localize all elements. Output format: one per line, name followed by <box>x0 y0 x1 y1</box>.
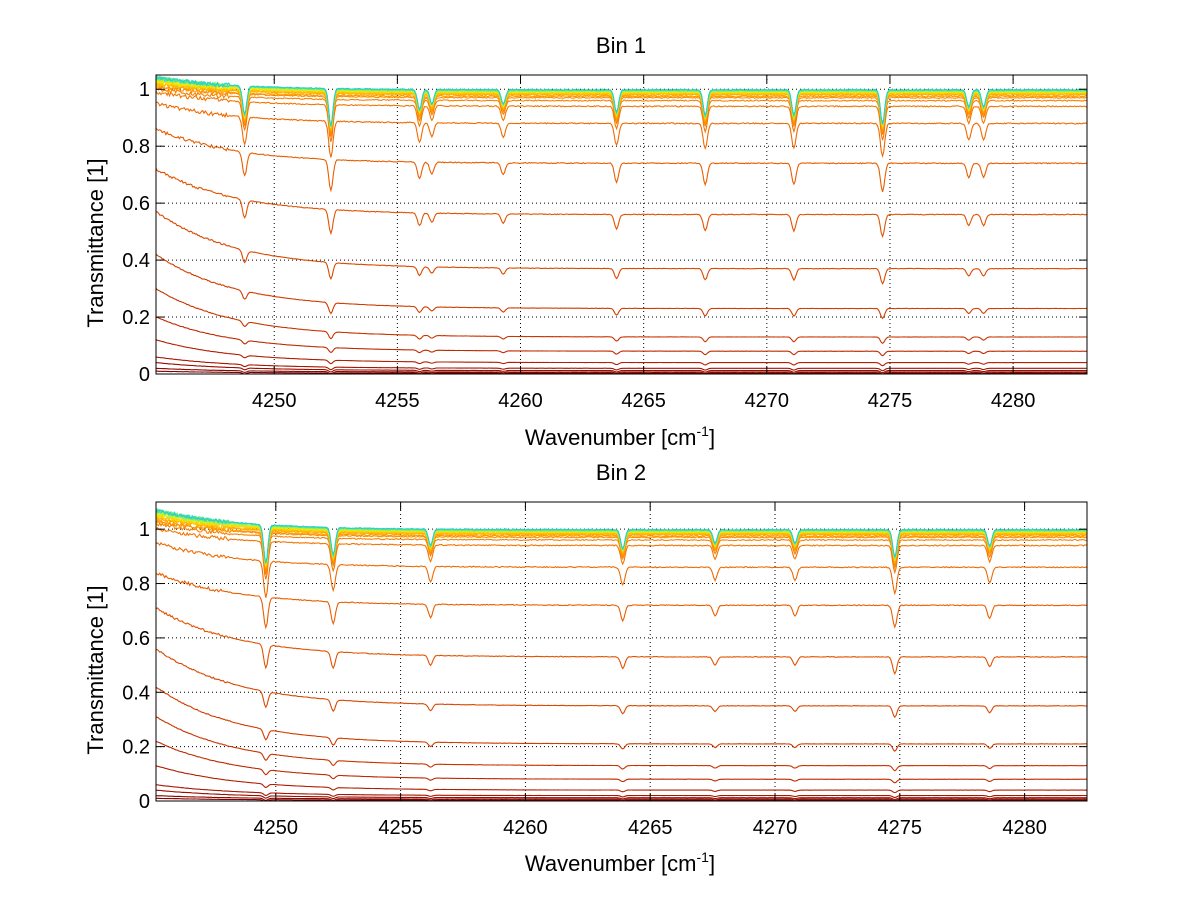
plot-area <box>156 507 1087 801</box>
x-tick-label: 4275 <box>878 817 923 839</box>
x-axis-label: Wavenumber [cm-1] <box>525 423 715 450</box>
series-line <box>156 362 1087 374</box>
series-line <box>156 210 1087 285</box>
x-tick-label: 4250 <box>254 817 299 839</box>
ticks: 4250 4255 4260 4265 4270 4275 4280 0 0.2 0.4 0.6 0.… <box>122 75 1087 412</box>
x-tick-label: 4280 <box>991 390 1036 412</box>
x-tick-label: 4255 <box>378 817 423 839</box>
y-tick-label: 0.8 <box>122 574 150 596</box>
x-axis-label-superscript: -1 <box>697 423 710 439</box>
subplot-title: Bin 1 <box>596 33 646 58</box>
series-line <box>156 127 1087 193</box>
series-line <box>156 90 1087 143</box>
series-line <box>156 367 1087 374</box>
y-tick-label: 0 <box>139 364 150 386</box>
y-tick-label: 0.6 <box>122 193 150 215</box>
series-line <box>156 101 1087 159</box>
series-line <box>156 795 1087 801</box>
series-line <box>156 797 1087 801</box>
x-axis-label-main: Wavenumber [cm <box>525 425 697 450</box>
y-axis-label: Transmittance [1] <box>83 158 108 327</box>
series-line <box>156 76 1087 126</box>
series-line <box>156 339 1087 367</box>
x-tick-label: 4270 <box>753 817 798 839</box>
plot-area <box>156 74 1087 374</box>
series-line <box>156 87 1087 137</box>
series-line <box>156 784 1087 799</box>
x-axis-label-end: ] <box>709 851 715 876</box>
series-line <box>156 288 1087 344</box>
axes-box <box>155 501 1088 802</box>
series-line <box>156 370 1087 374</box>
x-tick-label: 4265 <box>621 390 666 412</box>
x-axis-label-end: ] <box>709 425 715 450</box>
y-tick-label: 1 <box>139 79 150 101</box>
series-line <box>156 765 1087 794</box>
series-line <box>156 84 1087 134</box>
x-tick-label: 4260 <box>498 390 543 412</box>
series-line <box>156 356 1087 372</box>
series-line <box>156 716 1087 772</box>
y-tick-label: 0.2 <box>122 737 150 759</box>
subplot-title: Bin 2 <box>596 460 646 485</box>
subplot-bin-2: Bin 2 4250 4255 4260 4265 4270 4275 4280 0 0.2 0.… <box>83 460 1088 876</box>
ticks: 4250 4255 4260 4265 4270 4275 4280 0 0.2 0.4 0.6 0.… <box>122 502 1087 839</box>
axes-box <box>155 74 1088 375</box>
x-tick-label: 4250 <box>252 390 297 412</box>
x-axis-label-superscript: -1 <box>697 849 710 865</box>
series-line <box>156 541 1087 598</box>
subplot-bin-1: Bin 1 4250 4255 4260 4265 4270 4275 4280 0 0.2 0.… <box>83 33 1088 450</box>
series-group <box>156 74 1087 374</box>
series-line <box>156 521 1087 575</box>
y-tick-label: 0.2 <box>122 307 150 329</box>
series-line <box>156 607 1087 675</box>
x-tick-label: 4255 <box>375 390 420 412</box>
x-axis-label-main: Wavenumber [cm <box>525 851 697 876</box>
y-axis-label: Transmittance [1] <box>83 585 108 754</box>
series-group <box>156 507 1087 801</box>
series-line <box>156 168 1087 239</box>
series-line <box>156 740 1087 784</box>
y-tick-label: 0.6 <box>122 628 150 650</box>
x-axis-label: Wavenumber [cm-1] <box>525 849 715 876</box>
series-line <box>156 253 1087 320</box>
y-tick-label: 0 <box>139 791 150 813</box>
series-line <box>156 509 1087 564</box>
x-tick-label: 4265 <box>628 817 673 839</box>
series-line <box>156 648 1087 719</box>
series-line <box>156 316 1087 357</box>
y-tick-label: 0.4 <box>122 682 150 704</box>
x-tick-label: 4260 <box>503 817 548 839</box>
series-line <box>156 526 1087 580</box>
y-tick-label: 1 <box>139 519 150 541</box>
series-line <box>156 572 1087 630</box>
y-tick-label: 0.8 <box>122 136 150 158</box>
y-tick-label: 0.4 <box>122 250 150 272</box>
series-line <box>156 686 1087 752</box>
x-tick-label: 4270 <box>745 390 790 412</box>
x-tick-label: 4275 <box>868 390 913 412</box>
series-line <box>156 789 1087 801</box>
series-line <box>156 519 1087 572</box>
x-tick-label: 4280 <box>1002 817 1047 839</box>
